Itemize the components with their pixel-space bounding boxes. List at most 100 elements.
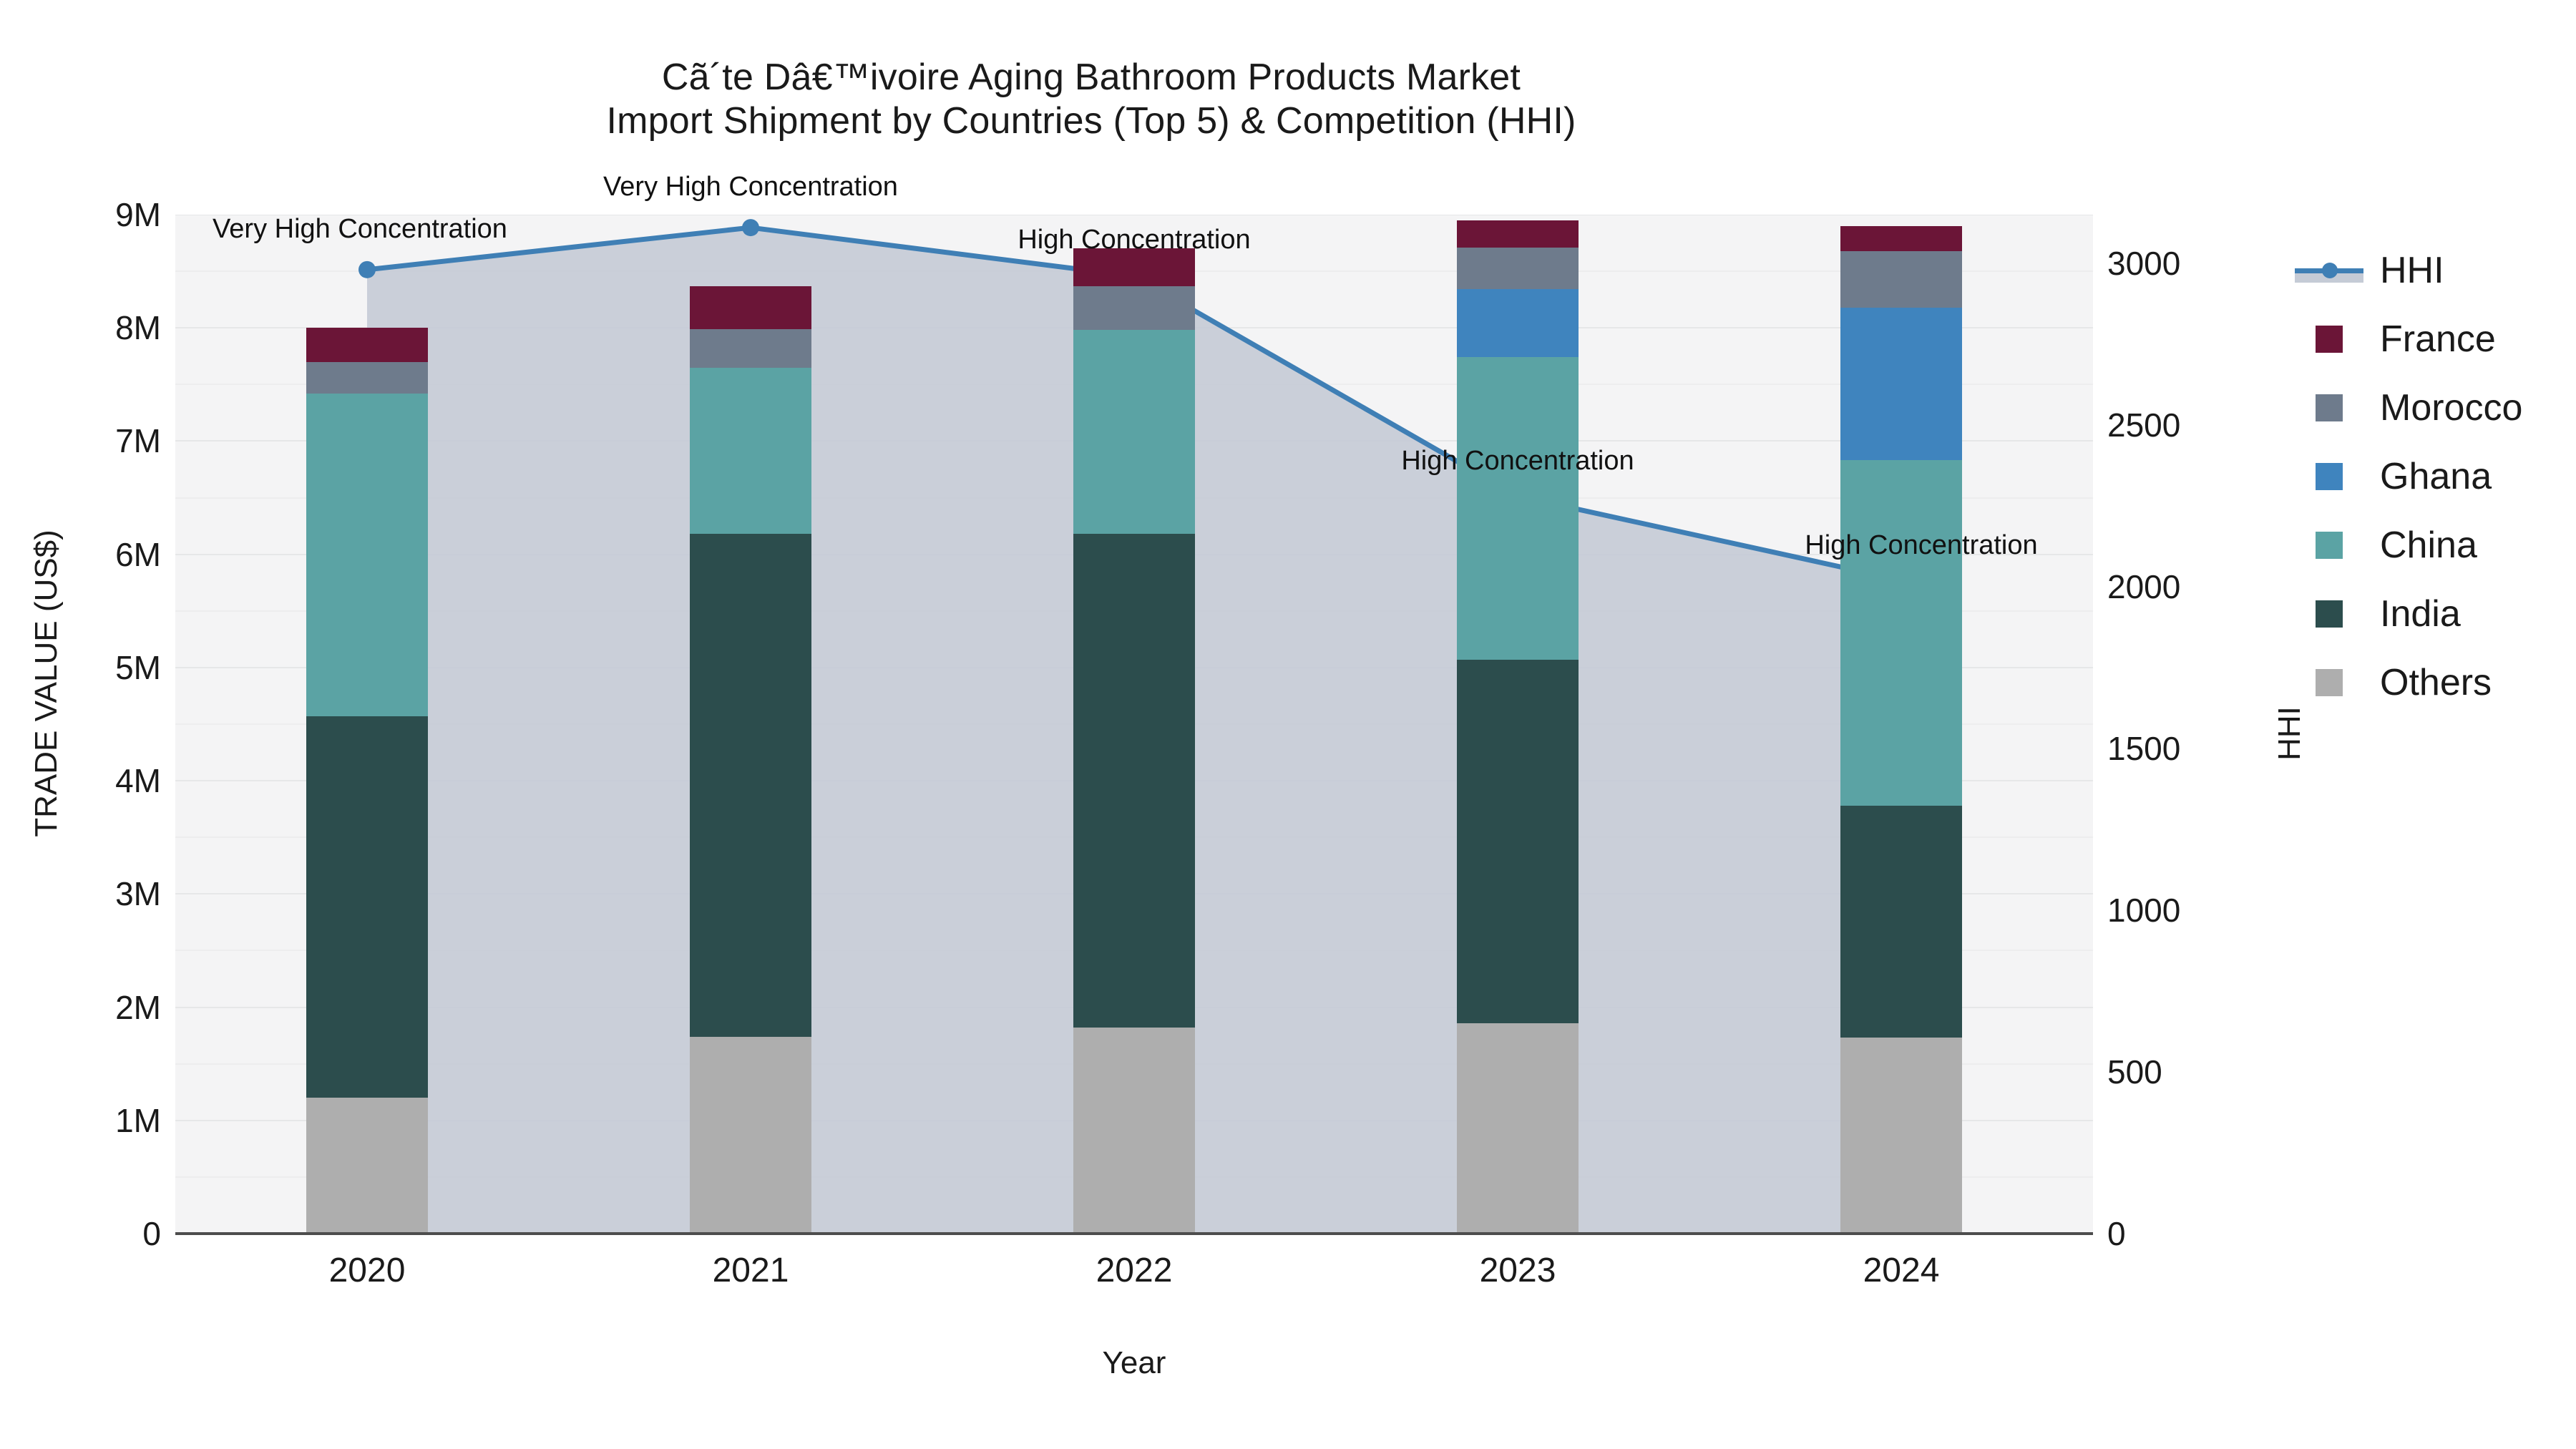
- hhi-line-icon: [2295, 258, 2363, 283]
- bar-segment-india-2022[interactable]: [1073, 534, 1195, 1028]
- y-tick-left: 8M: [115, 309, 161, 347]
- x-axis-spine: [175, 1232, 2093, 1235]
- y-tick-right: 1500: [2107, 729, 2181, 767]
- bar-segment-china-2023[interactable]: [1457, 357, 1579, 660]
- legend-line-swatch-icon: [2290, 258, 2368, 283]
- y-tick-right: 500: [2107, 1053, 2162, 1091]
- legend-patch-others-icon: [2316, 669, 2343, 696]
- annotation-2020: Very High Concentration: [213, 213, 507, 244]
- bar-segment-france-2022[interactable]: [1073, 248, 1195, 286]
- bar-segment-morocco-2024[interactable]: [1840, 250, 1962, 308]
- chart-legend: HHI France Morocco Ghana China India Others: [2290, 236, 2576, 717]
- y-tick-right: 0: [2107, 1215, 2126, 1252]
- legend-item-others[interactable]: Others: [2290, 648, 2576, 717]
- legend-color-swatch-icon: [2290, 532, 2368, 559]
- legend-item-ghana[interactable]: Ghana: [2290, 442, 2576, 511]
- y-tick-left: 3M: [115, 875, 161, 913]
- y-tick-left: 2M: [115, 988, 161, 1026]
- legend-color-swatch-icon: [2290, 600, 2368, 628]
- legend-patch-china-icon: [2316, 532, 2343, 559]
- chart-title: Cã´te Dâ€™ivoire Aging Bathroom Products…: [0, 56, 2182, 144]
- bar-segment-others-2021[interactable]: [690, 1036, 811, 1234]
- annotation-2023: High Concentration: [1401, 446, 1634, 477]
- chart-title-line-2: Import Shipment by Countries (Top 5) & C…: [606, 100, 1576, 142]
- legend-patch-morocco-icon: [2316, 394, 2343, 421]
- bar-stack-2021[interactable]: [690, 215, 811, 1234]
- x-tick-2022: 2022: [1096, 1252, 1173, 1289]
- x-axis-label: Year: [1102, 1345, 1166, 1380]
- hhi-data-point[interactable]: [742, 219, 759, 237]
- bar-segment-others-2020[interactable]: [306, 1098, 428, 1234]
- legend-label-ghana: Ghana: [2380, 456, 2492, 497]
- y-tick-left: 0: [142, 1215, 161, 1252]
- bar-segment-france-2020[interactable]: [306, 328, 428, 362]
- bar-segment-morocco-2022[interactable]: [1073, 286, 1195, 331]
- bar-segment-france-2024[interactable]: [1840, 225, 1962, 251]
- x-tick-2020: 2020: [328, 1252, 406, 1289]
- legend-label-china: China: [2380, 525, 2477, 566]
- bar-segment-india-2021[interactable]: [690, 534, 811, 1037]
- bar-stack-2024[interactable]: [1840, 215, 1962, 1234]
- bar-segment-others-2023[interactable]: [1457, 1023, 1579, 1234]
- hhi-marker-icon: [2322, 263, 2338, 278]
- legend-color-swatch-icon: [2290, 669, 2368, 696]
- annotation-2024: High Concentration: [1805, 530, 2038, 560]
- y-tick-right: 2500: [2107, 406, 2181, 444]
- chart-title-line-1: Cã´te Dâ€™ivoire Aging Bathroom Products…: [661, 57, 1521, 98]
- bar-segment-ghana-2024[interactable]: [1840, 307, 1962, 461]
- bar-segment-france-2021[interactable]: [690, 286, 811, 329]
- legend-item-morocco[interactable]: Morocco: [2290, 374, 2576, 442]
- legend-patch-india-icon: [2316, 600, 2343, 628]
- bar-segment-ghana-2023[interactable]: [1457, 289, 1579, 358]
- legend-label-hhi: HHI: [2380, 250, 2444, 291]
- y-axis-left-label: TRADE VALUE (US$): [29, 530, 64, 837]
- bar-segment-india-2023[interactable]: [1457, 659, 1579, 1023]
- legend-label-others: Others: [2380, 662, 2492, 703]
- x-tick-2021: 2021: [712, 1252, 789, 1289]
- annotation-2022: High Concentration: [1018, 224, 1251, 255]
- legend-patch-france-icon: [2316, 326, 2343, 353]
- plot-inner: [175, 215, 2093, 1234]
- bar-segment-morocco-2023[interactable]: [1457, 247, 1579, 290]
- bar-stack-2020[interactable]: [306, 215, 428, 1234]
- legend-label-morocco: Morocco: [2380, 387, 2523, 429]
- legend-item-india[interactable]: India: [2290, 580, 2576, 648]
- legend-patch-ghana-icon: [2316, 463, 2343, 490]
- bar-segment-china-2021[interactable]: [690, 367, 811, 535]
- legend-item-hhi[interactable]: HHI: [2290, 236, 2576, 305]
- y-tick-right: 1000: [2107, 891, 2181, 929]
- y-tick-left: 4M: [115, 762, 161, 800]
- hhi-data-point[interactable]: [358, 260, 376, 278]
- bar-segment-china-2022[interactable]: [1073, 330, 1195, 535]
- legend-label-france: France: [2380, 318, 2496, 360]
- y-tick-right: 2000: [2107, 567, 2181, 605]
- bar-segment-morocco-2020[interactable]: [306, 361, 428, 394]
- bar-segment-china-2024[interactable]: [1840, 460, 1962, 806]
- x-tick-2023: 2023: [1479, 1252, 1556, 1289]
- legend-color-swatch-icon: [2290, 326, 2368, 353]
- y-tick-right: 3000: [2107, 244, 2181, 282]
- bar-segment-others-2022[interactable]: [1073, 1028, 1195, 1234]
- annotation-2021: Very High Concentration: [603, 172, 898, 203]
- bar-segment-china-2020[interactable]: [306, 394, 428, 716]
- legend-color-swatch-icon: [2290, 394, 2368, 421]
- bar-segment-india-2024[interactable]: [1840, 805, 1962, 1038]
- bar-segment-france-2023[interactable]: [1457, 220, 1579, 248]
- legend-item-china[interactable]: China: [2290, 511, 2576, 580]
- y-tick-left: 6M: [115, 535, 161, 573]
- legend-color-swatch-icon: [2290, 463, 2368, 490]
- y-tick-left: 9M: [115, 196, 161, 233]
- y-tick-left: 1M: [115, 1101, 161, 1139]
- legend-label-india: India: [2380, 593, 2461, 635]
- bar-stack-2022[interactable]: [1073, 215, 1195, 1234]
- y-tick-left: 7M: [115, 422, 161, 460]
- plot-area: [175, 215, 2093, 1234]
- x-tick-2024: 2024: [1863, 1252, 1940, 1289]
- bar-segment-morocco-2021[interactable]: [690, 328, 811, 368]
- bar-segment-others-2024[interactable]: [1840, 1038, 1962, 1234]
- bar-segment-india-2020[interactable]: [306, 716, 428, 1098]
- bar-stack-2023[interactable]: [1457, 215, 1579, 1234]
- y-tick-left: 5M: [115, 648, 161, 686]
- legend-item-france[interactable]: France: [2290, 305, 2576, 374]
